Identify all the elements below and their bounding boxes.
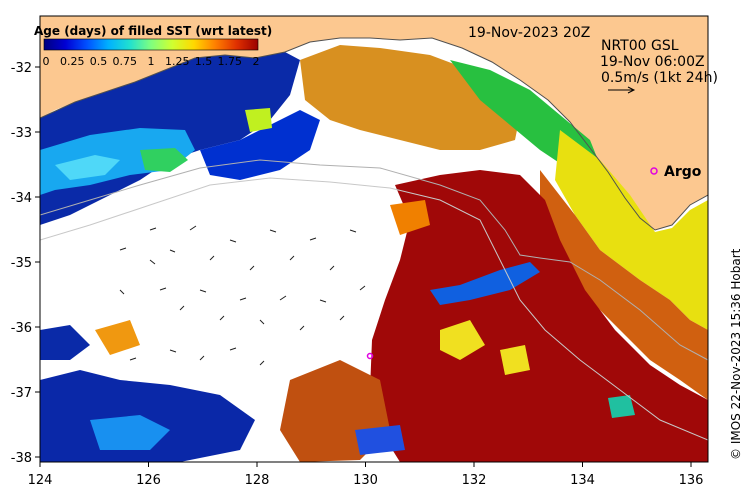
x-tick-label: 126: [136, 473, 161, 488]
sst-region-blue-streak: [430, 262, 540, 305]
sst-region-southwest-blue: [40, 370, 255, 462]
sst-region-east-orange: [540, 170, 708, 400]
legend-tick-label: 0.75: [113, 55, 138, 68]
legend-title: Age (days) of filled SST (wrt latest): [34, 24, 272, 38]
legend-tick-label: 1.75: [218, 55, 243, 68]
sst-region-yellow-patch-1: [440, 320, 485, 360]
current-vectors: [119, 225, 366, 366]
argo-label: Argo: [664, 164, 702, 180]
sst-region-darkred: [370, 170, 708, 462]
x-tick-label: 130: [353, 473, 378, 488]
x-tick-label: 132: [462, 473, 487, 488]
legend-tick-label: 1: [148, 55, 155, 68]
sst-region-coastal-lime: [245, 108, 272, 132]
sst-region-lightcyan: [55, 155, 120, 180]
y-tick-label: -36: [11, 321, 32, 336]
bathymetry-contour-1: [40, 159, 708, 361]
legend-colorbar: [43, 38, 259, 51]
legend-tick-label: 0: [43, 55, 50, 68]
plot-frame: [39, 15, 709, 463]
current-time-label: 19-Nov 06:00Z: [600, 54, 705, 70]
y-tick-label: -33: [11, 126, 32, 141]
current-scale-label: 0.5m/s (1kt 24h): [601, 70, 718, 86]
legend-tick-label: 1.5: [195, 55, 213, 68]
sst-region-green-south: [355, 425, 405, 455]
credit-label: © IMOS 22-Nov-2023 15:36 Hobart: [729, 248, 743, 460]
sst-region-orange-west: [95, 320, 140, 355]
sst-region-east-yellow: [555, 130, 708, 330]
date-label: 19-Nov-2023 20Z: [468, 25, 590, 41]
legend-tick-labels: 0 0.25 0.5 0.75 1 1.25 1.5 1.75 2: [43, 55, 260, 68]
land-mass: [40, 16, 708, 230]
y-tick-label: -38: [11, 451, 32, 466]
y-tick-label: -37: [11, 386, 32, 401]
argo-marker-2: [366, 352, 374, 360]
current-model-label: NRT00 GSL: [601, 38, 679, 54]
x-tick-label: 134: [570, 473, 595, 488]
coastline: [40, 37, 708, 231]
sst-region-teal-east: [608, 395, 635, 418]
argo-marker: [650, 167, 658, 175]
x-tick-label: 124: [28, 473, 53, 488]
sst-region-orange-patch: [390, 200, 430, 235]
sst-region-west-blue-mid: [40, 325, 90, 360]
legend-tick-label: 2: [253, 55, 260, 68]
y-tick-label: -35: [11, 256, 32, 271]
x-tick-label: 128: [245, 473, 270, 488]
legend-tick-label: 0.25: [60, 55, 85, 68]
current-scale-arrow: [608, 86, 636, 94]
sst-region-yellow-patch-2: [500, 345, 530, 375]
y-tick-label: -32: [11, 61, 32, 76]
legend-tick-label: 1.25: [165, 55, 190, 68]
y-axis-ticks: -32 -33 -34 -35 -36 -37 -38: [11, 61, 40, 466]
legend-tick-label: 0.5: [90, 55, 108, 68]
sst-region-green-west: [140, 148, 188, 172]
x-axis-ticks: 124 126 128 130 132 134 136: [28, 462, 704, 488]
x-tick-label: 136: [679, 473, 704, 488]
sst-region-southwest-lightblue: [90, 415, 170, 450]
y-tick-label: -34: [11, 191, 32, 206]
bathymetry-contour-2: [40, 177, 708, 441]
